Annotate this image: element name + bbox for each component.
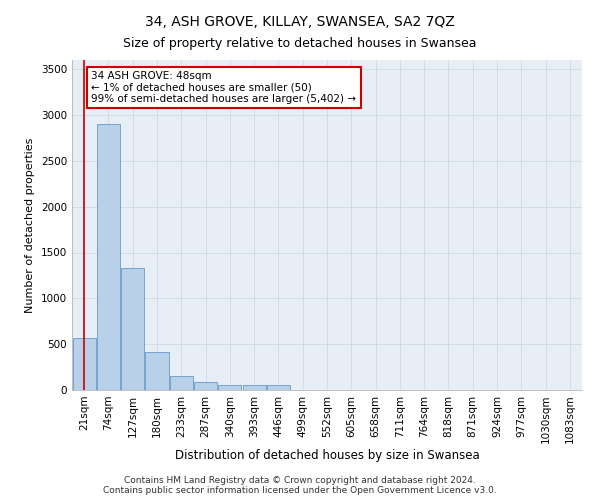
Bar	[267, 386, 290, 390]
Text: Size of property relative to detached houses in Swansea: Size of property relative to detached ho…	[123, 38, 477, 51]
Bar	[170, 376, 193, 390]
X-axis label: Distribution of detached houses by size in Swansea: Distribution of detached houses by size …	[175, 449, 479, 462]
Text: 34 ASH GROVE: 48sqm
← 1% of detached houses are smaller (50)
99% of semi-detache: 34 ASH GROVE: 48sqm ← 1% of detached hou…	[91, 71, 356, 104]
Bar	[73, 338, 95, 390]
Bar	[97, 124, 120, 390]
Bar	[121, 268, 144, 390]
Bar	[145, 352, 169, 390]
Text: 34, ASH GROVE, KILLAY, SWANSEA, SA2 7QZ: 34, ASH GROVE, KILLAY, SWANSEA, SA2 7QZ	[145, 15, 455, 29]
Text: Contains HM Land Registry data © Crown copyright and database right 2024.
Contai: Contains HM Land Registry data © Crown c…	[103, 476, 497, 495]
Bar	[194, 382, 217, 390]
Bar	[218, 384, 241, 390]
Bar	[242, 385, 266, 390]
Y-axis label: Number of detached properties: Number of detached properties	[25, 138, 35, 312]
